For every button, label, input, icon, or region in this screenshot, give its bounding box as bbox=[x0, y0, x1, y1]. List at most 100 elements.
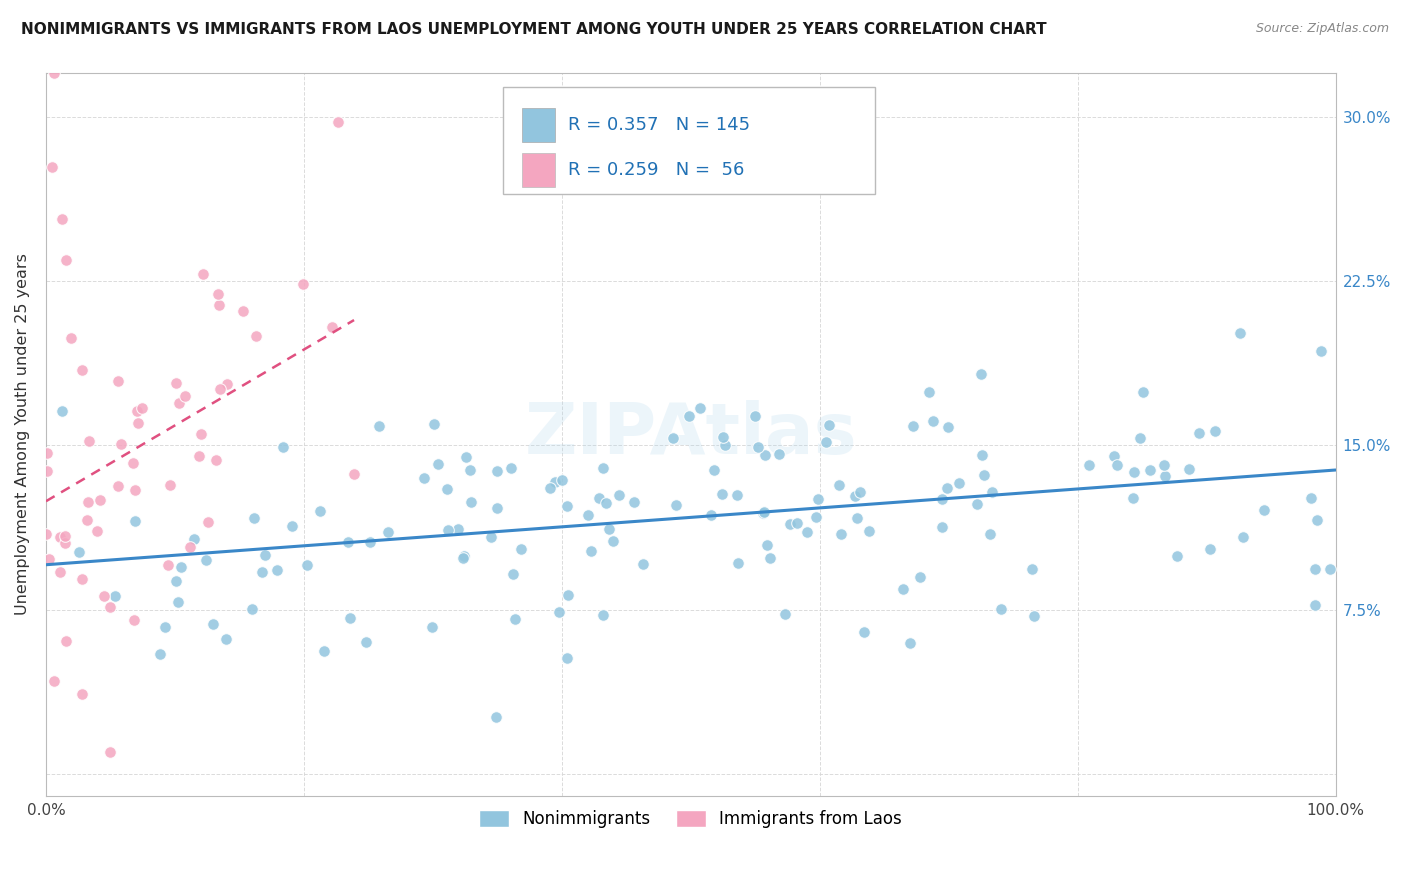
Point bbox=[853, 624, 876, 639]
Point bbox=[758, 551, 780, 566]
Point bbox=[727, 488, 749, 502]
Point bbox=[768, 446, 790, 460]
Point bbox=[755, 538, 778, 552]
Point bbox=[131, 401, 153, 416]
Point bbox=[41, 160, 63, 174]
Point bbox=[190, 426, 212, 441]
Point bbox=[703, 463, 725, 477]
Point bbox=[453, 551, 475, 566]
Point bbox=[77, 495, 100, 509]
Point bbox=[359, 535, 381, 549]
Point bbox=[250, 565, 273, 579]
Point bbox=[377, 525, 399, 540]
Point bbox=[713, 438, 735, 452]
Y-axis label: Unemployment Among Youth under 25 years: Unemployment Among Youth under 25 years bbox=[15, 253, 30, 615]
Point bbox=[124, 483, 146, 497]
Point bbox=[845, 511, 868, 525]
Point bbox=[623, 495, 645, 509]
Point bbox=[1153, 458, 1175, 473]
Point bbox=[747, 440, 769, 454]
Legend: Nonimmigrants, Immigrants from Laos: Nonimmigrants, Immigrants from Laos bbox=[472, 804, 908, 835]
Point bbox=[631, 557, 654, 571]
Point bbox=[321, 320, 343, 334]
Point bbox=[367, 418, 389, 433]
Point bbox=[786, 516, 808, 530]
Point bbox=[174, 389, 197, 403]
Point bbox=[77, 434, 100, 448]
Point bbox=[60, 330, 83, 344]
Point bbox=[592, 608, 614, 623]
Point bbox=[973, 467, 995, 482]
Point bbox=[918, 384, 941, 399]
Point bbox=[817, 418, 839, 433]
Point bbox=[436, 482, 458, 496]
Point bbox=[454, 450, 477, 464]
Point bbox=[337, 534, 360, 549]
Point bbox=[711, 430, 734, 444]
Text: NONIMMIGRANTS VS IMMIGRANTS FROM LAOS UNEMPLOYMENT AMONG YOUTH UNDER 25 YEARS CO: NONIMMIGRANTS VS IMMIGRANTS FROM LAOS UN… bbox=[21, 22, 1046, 37]
Point bbox=[711, 487, 734, 501]
Point bbox=[727, 556, 749, 570]
Point bbox=[159, 478, 181, 492]
Point bbox=[53, 529, 76, 543]
Point bbox=[165, 376, 187, 390]
Point bbox=[796, 524, 818, 539]
Point bbox=[38, 552, 60, 566]
Point bbox=[1022, 608, 1045, 623]
Point bbox=[49, 531, 72, 545]
Point bbox=[830, 527, 852, 541]
Point bbox=[201, 616, 224, 631]
Point bbox=[1129, 431, 1152, 445]
Point bbox=[754, 448, 776, 462]
Point bbox=[72, 687, 94, 701]
Point bbox=[44, 66, 66, 80]
Point bbox=[103, 589, 125, 603]
Point bbox=[209, 383, 232, 397]
Point bbox=[245, 329, 267, 343]
Point bbox=[309, 503, 332, 517]
Point bbox=[121, 456, 143, 470]
Point bbox=[678, 409, 700, 423]
Point bbox=[326, 115, 349, 129]
Point bbox=[1122, 491, 1144, 505]
Point bbox=[460, 495, 482, 509]
Text: ZIPAtlas: ZIPAtlas bbox=[524, 400, 858, 469]
Point bbox=[936, 420, 959, 434]
Point bbox=[662, 431, 685, 445]
Point bbox=[35, 527, 58, 541]
Point bbox=[35, 464, 58, 478]
Point bbox=[1188, 425, 1211, 440]
Point bbox=[607, 488, 630, 502]
Point bbox=[51, 404, 73, 418]
Point bbox=[1166, 549, 1188, 563]
Point bbox=[53, 536, 76, 550]
Point bbox=[89, 492, 111, 507]
Point bbox=[197, 515, 219, 529]
Point bbox=[413, 471, 436, 485]
Point bbox=[232, 304, 254, 318]
Point bbox=[207, 298, 229, 312]
Point bbox=[426, 457, 449, 471]
Point bbox=[602, 533, 624, 548]
Point bbox=[243, 511, 266, 525]
Point bbox=[979, 527, 1001, 541]
Point bbox=[485, 501, 508, 516]
Point bbox=[931, 491, 953, 506]
Point bbox=[1303, 598, 1326, 612]
Point bbox=[295, 558, 318, 572]
Point bbox=[291, 277, 314, 291]
Point bbox=[557, 588, 579, 602]
Point bbox=[356, 635, 378, 649]
Point bbox=[110, 437, 132, 451]
Point bbox=[814, 435, 837, 450]
Point bbox=[479, 530, 502, 544]
Point bbox=[167, 396, 190, 410]
Point bbox=[1139, 463, 1161, 477]
Point bbox=[1303, 562, 1326, 576]
Point bbox=[903, 419, 925, 434]
Text: R = 0.259   N =  56: R = 0.259 N = 56 bbox=[568, 161, 744, 178]
Point bbox=[93, 589, 115, 603]
Point bbox=[910, 570, 932, 584]
Point bbox=[1178, 462, 1201, 476]
Point bbox=[555, 650, 578, 665]
